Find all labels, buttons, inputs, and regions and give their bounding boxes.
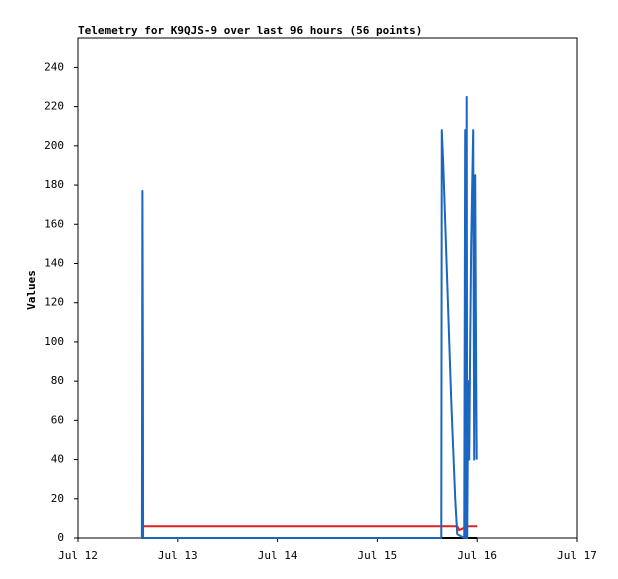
y-tick-label: 180	[44, 178, 64, 191]
data-line	[141, 525, 478, 532]
y-tick-label: 40	[51, 453, 64, 466]
x-tick-label: Jul 14	[258, 549, 298, 562]
y-tick-label: 120	[44, 296, 64, 309]
y-tick-label: 80	[51, 374, 64, 387]
x-tick-label: Jul 15	[358, 549, 398, 562]
data-line	[140, 95, 478, 539]
x-tick-label: Jul 17	[557, 549, 597, 562]
y-tick-label: 0	[57, 531, 64, 544]
y-tick-label: 160	[44, 217, 64, 230]
y-tick-label: 60	[51, 413, 64, 426]
y-tick-label: 100	[44, 335, 64, 348]
y-tick-label: 200	[44, 139, 64, 152]
x-tick-label: Jul 13	[158, 549, 198, 562]
y-tick-label: 220	[44, 100, 64, 113]
x-tick-label: Jul 12	[58, 549, 98, 562]
chart-title: Telemetry for K9QJS-9 over last 96 hours…	[78, 24, 422, 37]
y-axis-label: Values	[25, 270, 38, 310]
x-tick-label: Jul 16	[457, 549, 497, 562]
y-tick-label: 20	[51, 492, 64, 505]
y-tick-label: 140	[44, 256, 64, 269]
y-tick-label: 240	[44, 60, 64, 73]
